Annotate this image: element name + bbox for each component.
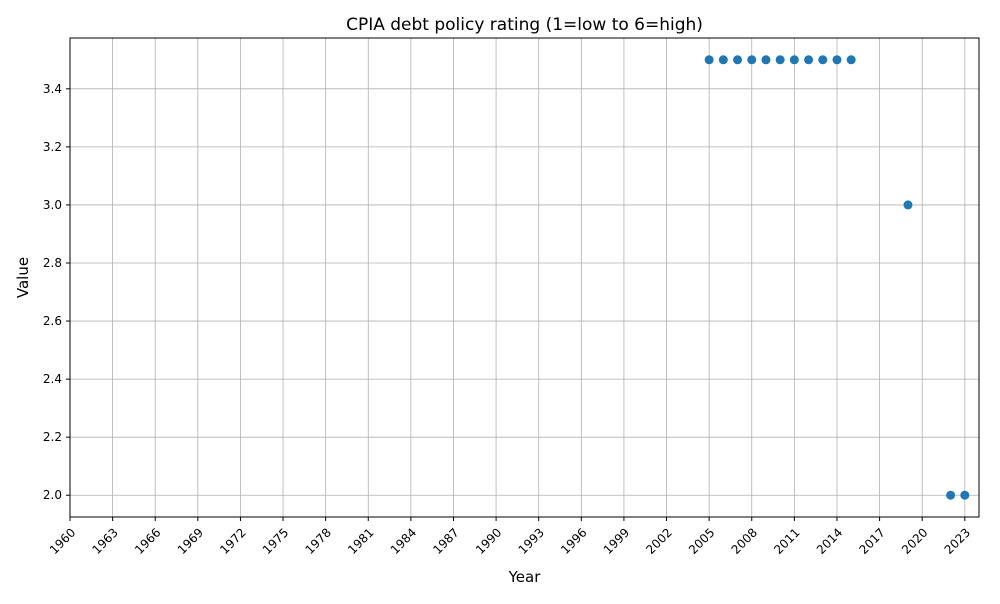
y-tick-label: 2.8: [43, 256, 62, 270]
data-point: [733, 55, 743, 65]
y-tick-label: 3.4: [43, 82, 62, 96]
data-point: [960, 490, 970, 500]
data-point: [761, 55, 771, 65]
data-point: [903, 200, 913, 210]
y-tick-label: 3.2: [43, 140, 62, 154]
grid-lines: [69, 38, 979, 517]
data-point: [747, 55, 757, 65]
data-point: [804, 55, 814, 65]
y-tick-label: 2.6: [43, 314, 62, 328]
chart-title: CPIA debt policy rating (1=low to 6=high…: [346, 15, 703, 35]
data-point: [789, 55, 799, 65]
y-tick-label: 2.0: [43, 488, 62, 502]
data-point: [704, 55, 714, 65]
y-tick-label: 3.0: [43, 198, 62, 212]
plot-frame: [69, 37, 980, 518]
x-axis-label: Year: [508, 568, 542, 586]
y-axis-label: Value: [14, 257, 32, 298]
data-point: [718, 55, 728, 65]
data-point: [846, 55, 856, 65]
data-point: [818, 55, 828, 65]
data-point: [946, 490, 956, 500]
data-point: [775, 55, 785, 65]
y-tick-label: 2.4: [43, 372, 62, 386]
data-point: [832, 55, 842, 65]
y-tick-label: 2.2: [43, 430, 62, 444]
data-points: [704, 55, 970, 500]
